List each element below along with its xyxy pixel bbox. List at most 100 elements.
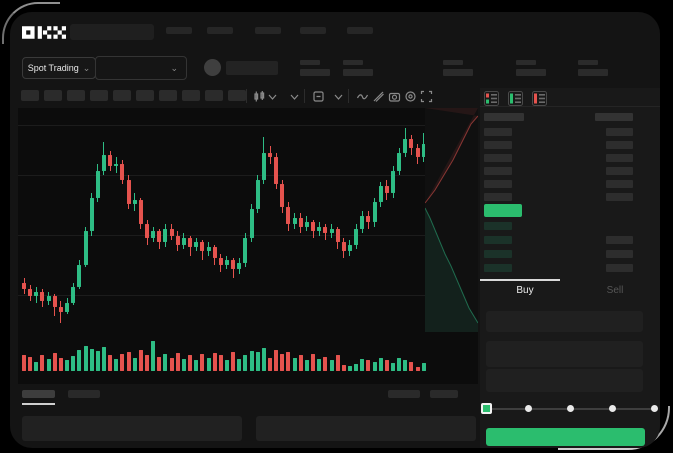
bids-only-icon[interactable] [508,91,523,106]
nav-item-placeholder[interactable] [166,27,192,34]
ask-row[interactable] [480,128,660,138]
market-type-label: Spot Trading [27,63,79,73]
last-price-highlight[interactable] [484,204,522,217]
chevron-down-icon[interactable] [288,90,301,103]
volume-bar [274,350,279,371]
bid-row[interactable] [480,236,660,246]
line-tool-icon[interactable] [356,90,369,103]
chart-type-icon[interactable] [253,90,266,103]
bid-row[interactable] [480,222,660,232]
divider [480,106,660,107]
interval-button-placeholder[interactable] [228,90,246,101]
stat-label-placeholder [343,60,363,65]
volume-bar [372,362,377,371]
volume-bar [268,357,272,371]
volume-bar [101,347,106,371]
volume-bar [391,362,395,371]
candle [360,215,365,229]
slider-stop-dot[interactable] [524,405,532,412]
order-history-tab[interactable] [68,390,100,398]
candle [372,202,377,223]
candle [126,179,131,205]
nav-item-placeholder[interactable] [347,27,373,34]
ask-amount-placeholder [606,154,633,162]
asks-only-icon[interactable] [532,91,547,106]
chevron-down-icon[interactable] [332,90,345,103]
bid-row[interactable] [480,264,660,274]
candle [311,222,316,232]
interval-button-placeholder[interactable] [21,90,39,101]
ask-row[interactable] [480,167,660,177]
volume-bar [157,356,162,371]
ask-amount-placeholder [606,180,633,188]
total-input[interactable] [486,369,643,392]
tab-buy[interactable]: Buy [516,284,534,296]
chevron-down-icon[interactable] [266,90,279,103]
slider-stop-dot[interactable] [650,405,658,412]
header-search-placeholder[interactable] [70,24,154,40]
combined-book-icon[interactable] [484,91,499,106]
stat-value-placeholder [516,69,546,76]
candle [323,226,328,234]
okx-logo[interactable] [22,24,66,41]
interval-button-placeholder[interactable] [182,90,200,101]
candle [347,244,352,252]
interval-button-placeholder[interactable] [113,90,131,101]
ask-row[interactable] [480,180,660,190]
interval-button-placeholder[interactable] [90,90,108,101]
candle [378,186,383,203]
nav-item-placeholder[interactable] [300,27,326,34]
candle [77,264,82,288]
pair-coin-icon[interactable] [204,59,221,76]
candle [298,217,303,227]
interval-button-placeholder[interactable] [159,90,177,101]
slider-stop-dot[interactable] [566,405,574,412]
measure-icon[interactable] [372,90,385,103]
trading-pair-dropdown[interactable]: ⌄ [95,56,187,80]
interval-button-placeholder[interactable] [44,90,62,101]
volume-bar [286,351,291,371]
volume-bar [28,356,33,371]
interval-button-placeholder[interactable] [136,90,154,101]
bid-row[interactable] [480,250,660,260]
chart-gridline [18,125,425,126]
volume-bar [397,358,402,371]
volume-bar [132,357,137,371]
volume-bar [163,354,168,371]
nav-item-placeholder[interactable] [207,27,233,34]
toolbar-divider [348,89,349,103]
buy-submit-button[interactable] [486,428,645,446]
interval-button-placeholder[interactable] [67,90,85,101]
tab-sell[interactable]: Sell [606,284,624,296]
orders-filter-chip[interactable] [430,390,458,398]
orders-filter-chip[interactable] [388,390,420,398]
nav-item-placeholder[interactable] [255,27,281,34]
amount-input[interactable] [486,341,643,367]
ask-row[interactable] [480,193,660,203]
volume-bar [138,350,143,371]
orders-table-panel [256,416,476,441]
price-input[interactable] [486,311,643,332]
ask-row[interactable] [480,141,660,151]
volume-bar [95,350,100,371]
settings-icon[interactable] [404,90,417,103]
volume-bar [304,359,309,371]
interval-button-placeholder[interactable] [205,90,223,101]
volume-bar [366,360,371,371]
camera-icon[interactable] [388,90,401,103]
fullscreen-icon[interactable] [420,90,433,103]
market-type-selector[interactable]: Spot Trading ⌄ [22,57,96,79]
ask-row[interactable] [480,154,660,164]
slider-stop-dot[interactable] [608,405,616,412]
candle [194,242,199,247]
volume-bar [58,357,63,371]
compare-icon[interactable] [312,90,325,103]
orders-tab-active[interactable] [22,390,55,398]
volume-bar [409,362,414,371]
candle [304,222,309,227]
volume-bar [341,365,346,371]
amount-slider-handle[interactable] [481,403,492,414]
price-chart[interactable] [18,108,426,332]
volume-bar [329,360,334,371]
volume-bar [212,353,217,371]
